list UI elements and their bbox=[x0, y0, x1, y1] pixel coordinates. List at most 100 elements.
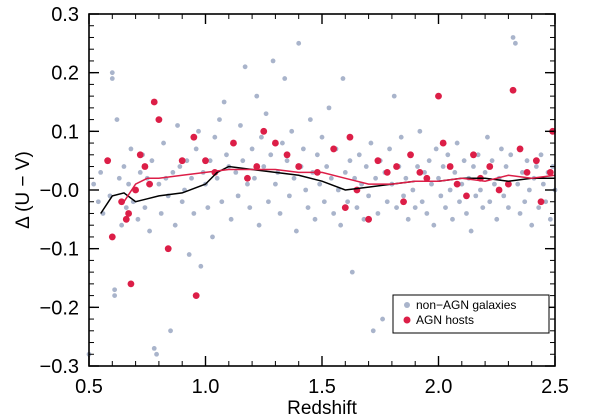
non-agn-point bbox=[240, 158, 246, 164]
agn-point bbox=[463, 192, 470, 200]
non-agn-point bbox=[175, 123, 180, 128]
non-agn-point bbox=[238, 123, 243, 128]
non-agn-point bbox=[335, 187, 341, 193]
non-agn-point bbox=[501, 193, 507, 199]
non-agn-point bbox=[457, 199, 462, 205]
non-agn-point bbox=[499, 146, 504, 152]
non-agn-point bbox=[221, 99, 227, 105]
non-agn-point bbox=[517, 211, 523, 216]
non-agn-point bbox=[349, 269, 355, 275]
x-tick-label: 1.0 bbox=[192, 376, 220, 398]
non-agn-point bbox=[305, 205, 311, 211]
non-agn-point bbox=[128, 146, 134, 152]
non-agn-point bbox=[387, 146, 392, 152]
non-agn-point bbox=[189, 175, 194, 181]
non-agn-point bbox=[508, 152, 514, 158]
non-agn-point bbox=[405, 216, 411, 222]
agn-point bbox=[435, 92, 442, 100]
x-axis-title: Redshift bbox=[287, 398, 357, 419]
non-agn-point bbox=[361, 216, 367, 222]
non-agn-point bbox=[158, 211, 164, 216]
agn-point bbox=[178, 157, 186, 165]
agn-point bbox=[155, 116, 163, 123]
y-tick-label: 0.1 bbox=[51, 121, 79, 143]
agn-median-line bbox=[123, 168, 556, 203]
non-agn-point bbox=[123, 205, 129, 211]
y-tick-label: −0.1 bbox=[40, 239, 79, 261]
non-agn-point bbox=[543, 199, 549, 205]
non-agn-point bbox=[354, 205, 360, 211]
non-agn-point bbox=[284, 158, 290, 164]
agn-point bbox=[495, 186, 503, 194]
agn-point bbox=[146, 180, 153, 188]
non-agn-point bbox=[126, 181, 132, 187]
non-agn-point bbox=[482, 170, 488, 175]
non-agn-point bbox=[172, 222, 178, 228]
agn-point bbox=[118, 198, 126, 206]
agn-point bbox=[470, 151, 477, 159]
agn-point bbox=[537, 198, 545, 206]
agn-point bbox=[400, 198, 407, 206]
non-agn-point bbox=[235, 193, 241, 199]
non-agn-point bbox=[452, 170, 458, 175]
agn-point bbox=[108, 233, 116, 241]
agn-point bbox=[330, 145, 338, 153]
agn-point bbox=[295, 163, 303, 170]
agn-point bbox=[202, 157, 209, 165]
non-agn-point bbox=[485, 134, 490, 140]
agn-point bbox=[253, 163, 261, 170]
non-agn-point bbox=[135, 216, 141, 222]
non-agn-point bbox=[489, 158, 495, 164]
agn-point bbox=[516, 145, 524, 153]
non-agn-point bbox=[196, 128, 201, 134]
non-agn-point bbox=[266, 199, 271, 205]
non-agn-point bbox=[515, 181, 521, 187]
non-agn-point bbox=[368, 140, 374, 146]
axis-tick-labels: 0.5 1.0 1.5 2.0 2.5 −0.3 −0.2 −0.1 −0.0 0.1 0.2 0.3 bbox=[40, 4, 569, 398]
non-agn-point bbox=[245, 181, 250, 187]
y-tick-label: 0.2 bbox=[51, 63, 79, 85]
non-agn-point bbox=[384, 199, 390, 205]
non-agn-point bbox=[112, 287, 118, 293]
agn-point bbox=[453, 180, 461, 188]
non-agn-point bbox=[137, 170, 143, 175]
non-agn-point bbox=[193, 146, 199, 152]
agn-point bbox=[341, 204, 349, 212]
non-agn-point bbox=[233, 170, 239, 175]
non-agn-point bbox=[429, 181, 434, 187]
legend-box bbox=[392, 294, 550, 334]
non-agn-point bbox=[219, 199, 225, 205]
legend-marker-non-agn bbox=[404, 302, 410, 308]
agn-point bbox=[164, 245, 172, 253]
non-agn-point bbox=[321, 199, 327, 205]
agn-point bbox=[439, 139, 447, 147]
agn-point bbox=[446, 163, 454, 170]
non-agn-point bbox=[510, 35, 516, 40]
non-agn-point bbox=[191, 211, 197, 216]
agn-point bbox=[230, 139, 237, 147]
non-agn-point bbox=[431, 222, 437, 228]
non-agn-point bbox=[424, 211, 430, 216]
legend: non−AGN galaxies AGN hosts bbox=[392, 294, 550, 334]
non-agn-point bbox=[536, 205, 542, 211]
agn-point bbox=[393, 163, 400, 170]
non-agn-point bbox=[179, 199, 185, 205]
non-agn-point bbox=[370, 328, 376, 334]
non-agn-point bbox=[412, 205, 418, 211]
agn-point bbox=[383, 169, 391, 176]
non-agn-point bbox=[426, 158, 432, 164]
non-agn-point bbox=[398, 134, 404, 140]
y-axis-title: Δ (U − V) bbox=[13, 151, 34, 229]
non-agn-point bbox=[401, 193, 406, 199]
non-agn-point bbox=[471, 164, 476, 169]
agn-point bbox=[272, 139, 279, 147]
non-agn-point bbox=[440, 164, 446, 169]
non-agn-point bbox=[340, 76, 346, 81]
non-agn-point bbox=[303, 187, 309, 193]
non-agn-point bbox=[95, 199, 101, 205]
non-agn-point bbox=[249, 146, 255, 152]
agn-point bbox=[365, 215, 372, 223]
agn-point bbox=[260, 127, 268, 135]
non-agn-point bbox=[450, 216, 455, 222]
non-agn-point bbox=[291, 175, 297, 181]
